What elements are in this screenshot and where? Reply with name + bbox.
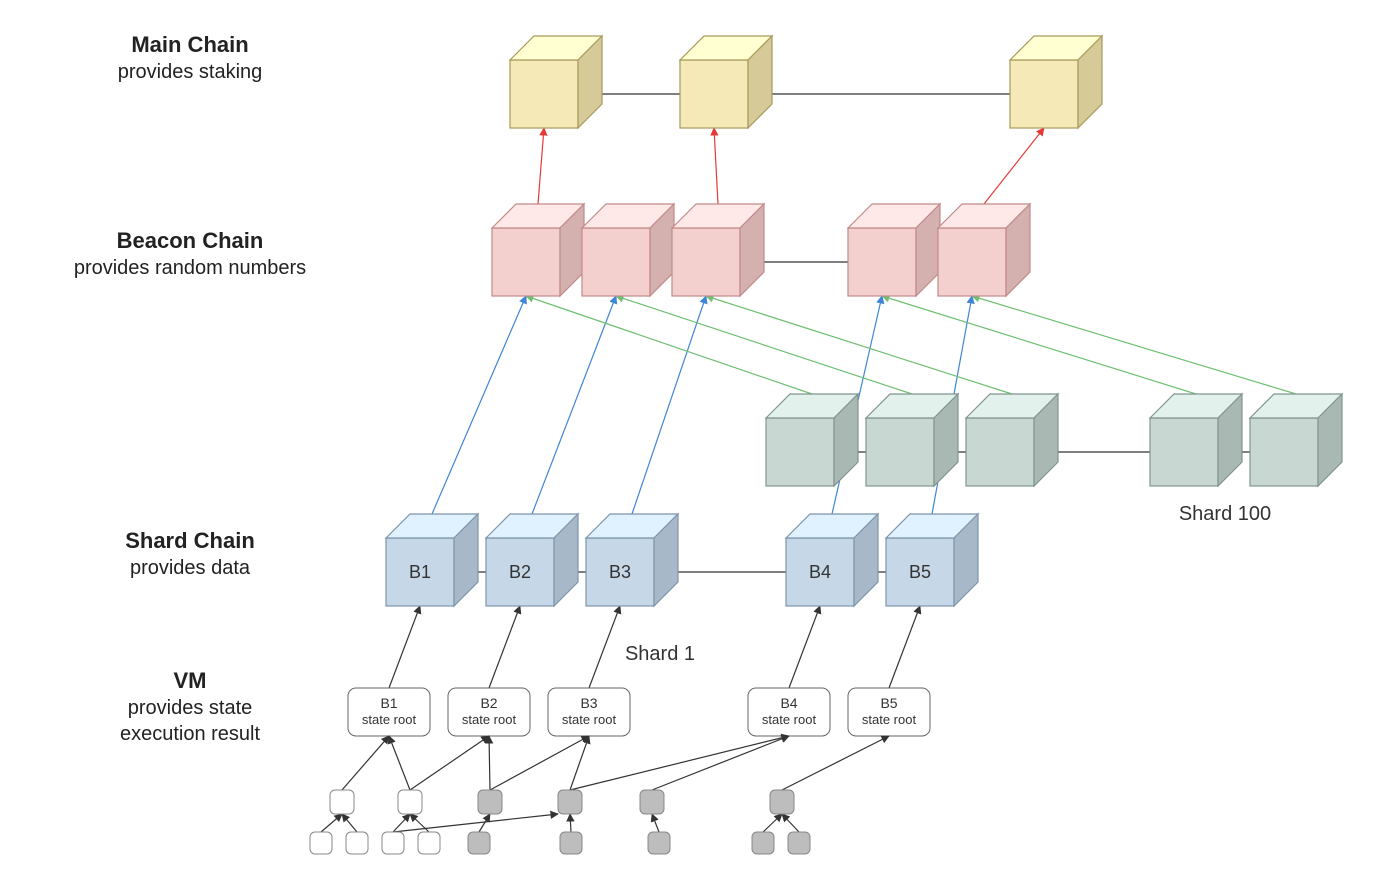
state-root: B3state root: [548, 688, 630, 736]
tx-node: [478, 790, 502, 814]
cube: [1150, 394, 1242, 486]
svg-text:state root: state root: [362, 712, 417, 727]
tx-node: [558, 790, 582, 814]
section-subtitle: provides data: [130, 557, 251, 579]
cube: [938, 204, 1030, 296]
cube-label: B5: [909, 562, 931, 582]
section-subtitle: provides state: [128, 697, 253, 719]
section-subtitle: provides staking: [118, 61, 263, 83]
section-title: VM: [174, 668, 207, 693]
cube: B3: [586, 514, 678, 606]
state-root: B1state root: [348, 688, 430, 736]
cube-label: B2: [509, 562, 531, 582]
svg-text:state root: state root: [762, 712, 817, 727]
cube: [582, 204, 674, 296]
tx-node: [788, 832, 810, 854]
shard100-label: Shard 100: [1179, 503, 1271, 525]
tx-node: [310, 832, 332, 854]
cube-label: B1: [409, 562, 431, 582]
cube: [866, 394, 958, 486]
section-title: Main Chain: [131, 32, 248, 57]
section-title: Beacon Chain: [117, 228, 264, 253]
tx-node: [640, 790, 664, 814]
cube: [672, 204, 764, 296]
tx-node: [346, 832, 368, 854]
cube-label: B3: [609, 562, 631, 582]
cube: [680, 36, 772, 128]
svg-text:B3: B3: [580, 695, 597, 711]
cube: [966, 394, 1058, 486]
section-title: Shard Chain: [125, 528, 255, 553]
tx-node: [770, 790, 794, 814]
cube: [492, 204, 584, 296]
cube: B4: [786, 514, 878, 606]
cube: B1: [386, 514, 478, 606]
svg-text:B4: B4: [780, 695, 797, 711]
tx-node: [398, 790, 422, 814]
cube-label: B4: [809, 562, 831, 582]
cube: B2: [486, 514, 578, 606]
shard1-label: Shard 1: [625, 643, 695, 665]
svg-text:state root: state root: [562, 712, 617, 727]
cube: [1010, 36, 1102, 128]
cube: B5: [886, 514, 978, 606]
svg-text:state root: state root: [862, 712, 917, 727]
svg-text:B2: B2: [480, 695, 497, 711]
cube: [766, 394, 858, 486]
tx-node: [648, 832, 670, 854]
state-root: B5state root: [848, 688, 930, 736]
svg-text:state root: state root: [462, 712, 517, 727]
tx-node: [382, 832, 404, 854]
cube: [1250, 394, 1342, 486]
tx-node: [418, 832, 440, 854]
section-subtitle: provides random numbers: [74, 257, 306, 279]
svg-text:B5: B5: [880, 695, 897, 711]
cube: [510, 36, 602, 128]
cube: [848, 204, 940, 296]
tx-node: [468, 832, 490, 854]
state-root: B4state root: [748, 688, 830, 736]
tx-node: [330, 790, 354, 814]
section-subtitle: execution result: [120, 723, 261, 745]
svg-text:B1: B1: [380, 695, 397, 711]
tx-node: [752, 832, 774, 854]
state-root: B2state root: [448, 688, 530, 736]
tx-node: [560, 832, 582, 854]
